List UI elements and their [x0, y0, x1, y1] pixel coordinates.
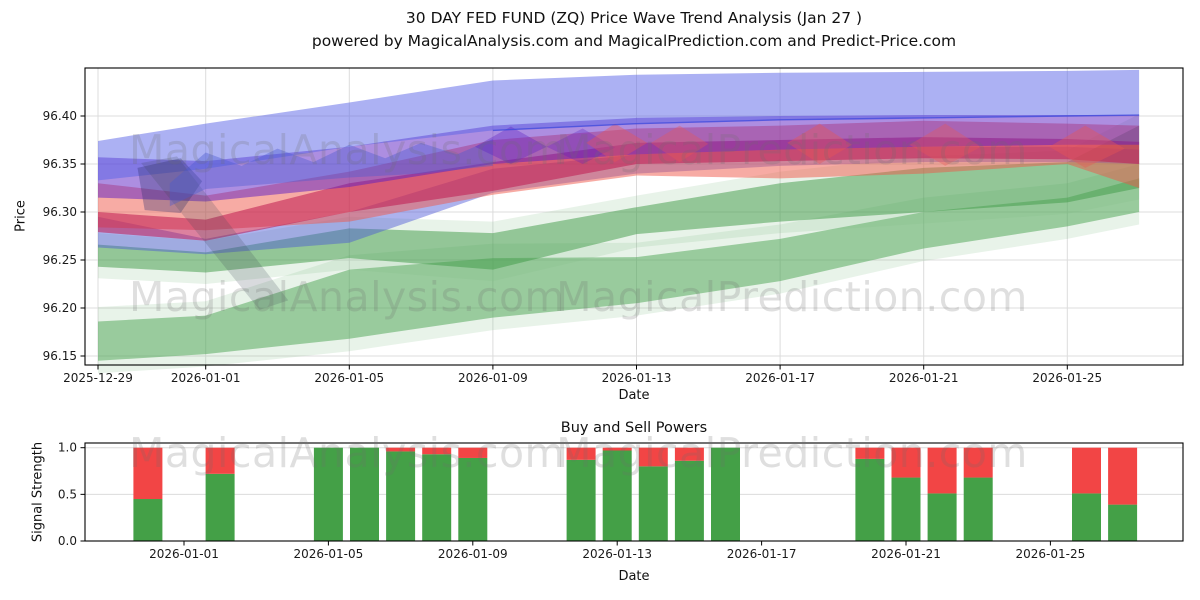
- price-axis-label: Price: [13, 200, 29, 232]
- overlay-blue-band-bottom-edge: [492, 114, 1140, 132]
- overlay-dark-blob: [137, 158, 203, 213]
- buy-bar: [638, 466, 668, 541]
- buy-bar: [963, 477, 993, 541]
- y-tick-label: 1.0: [58, 441, 77, 455]
- x-tick-label: 2026-01-05: [294, 547, 364, 561]
- buy-bar: [313, 447, 343, 541]
- buy-bar: [386, 451, 416, 541]
- y-tick-label: 0.0: [58, 534, 77, 548]
- sell-bar: [674, 447, 704, 461]
- x-tick-label: 2026-01-25: [1032, 371, 1102, 385]
- band-purple-band: [98, 115, 1140, 202]
- y-tick-label: 96.20: [43, 301, 77, 315]
- band-light-green-lower-band: [98, 178, 1140, 361]
- overlay-red-diamond-1: [586, 123, 648, 163]
- y-tick-label: 96.30: [43, 205, 77, 219]
- sell-bar: [602, 447, 632, 451]
- date-axis-label-bottom: Date: [618, 569, 650, 584]
- price-plot-border: [84, 67, 1184, 366]
- sell-bar: [963, 447, 993, 478]
- band-blue-upper-band: [98, 69, 1140, 181]
- sell-bar: [422, 447, 452, 455]
- y-tick-label: 96.15: [43, 349, 77, 363]
- overlay-red-diamond-2: [650, 125, 709, 163]
- y-tick-label: 96.35: [43, 157, 77, 171]
- buy-bar: [855, 458, 885, 541]
- x-tick-label: 2026-01-25: [1016, 547, 1086, 561]
- overlay-dark-streak: [141, 156, 289, 310]
- signal-axis-label: Signal Strength: [30, 441, 46, 543]
- overlay-red-diamond-4: [909, 123, 982, 166]
- sell-bar: [638, 447, 668, 467]
- band-blue-lower-band: [98, 146, 1140, 255]
- buy-bar: [891, 477, 921, 541]
- buy-bar: [602, 450, 632, 541]
- buy-bar: [422, 454, 452, 541]
- x-tick-label: 2026-01-21: [889, 371, 959, 385]
- buy-bar: [1108, 504, 1138, 541]
- x-tick-label: 2025-12-29: [63, 371, 133, 385]
- x-tick-label: 2026-01-09: [438, 547, 508, 561]
- buy-bar: [674, 460, 704, 541]
- sell-bar: [386, 447, 416, 452]
- sell-bar: [566, 447, 596, 460]
- buy-bar: [458, 457, 488, 541]
- overlay-red-diamond-3: [787, 123, 852, 164]
- x-tick-label: 2026-01-13: [602, 371, 672, 385]
- sell-bar: [927, 447, 957, 494]
- x-tick-label: 2026-01-13: [582, 547, 652, 561]
- x-tick-label: 2026-01-17: [727, 547, 797, 561]
- sell-bar: [891, 447, 921, 478]
- band-green-mid-band: [98, 125, 1140, 273]
- signal-plot-border: [84, 442, 1184, 542]
- x-tick-label: 2026-01-05: [314, 371, 384, 385]
- buy-bar: [350, 447, 379, 541]
- y-tick-label: 96.25: [43, 253, 77, 267]
- buy-bar: [927, 493, 957, 541]
- buy-bar: [711, 447, 740, 541]
- sell-bar: [133, 447, 163, 500]
- x-tick-label: 2026-01-21: [871, 547, 941, 561]
- buy-bar: [1072, 493, 1101, 541]
- x-tick-label: 2026-01-09: [458, 371, 528, 385]
- x-tick-label: 2026-01-01: [149, 547, 219, 561]
- sell-bar: [1108, 447, 1138, 505]
- buy-bar: [205, 473, 235, 541]
- x-tick-label: 2026-01-17: [745, 371, 815, 385]
- buy-bar: [566, 459, 596, 541]
- buy-bar: [133, 499, 163, 541]
- chart-subtitle: powered by MagicalAnalysis.com and Magic…: [311, 32, 957, 50]
- overlay-red-diamond-5: [1049, 125, 1125, 168]
- date-axis-label-top: Date: [618, 388, 650, 403]
- overlay-purple-diamond-2: [546, 128, 615, 164]
- overlay-blue-wave: [169, 139, 493, 207]
- band-crimson-band: [98, 137, 1140, 241]
- x-tick-label: 2026-01-01: [171, 371, 241, 385]
- sell-bar: [205, 447, 235, 474]
- sell-bar: [855, 447, 885, 459]
- signal-chart-title: Buy and Sell Powers: [560, 420, 708, 436]
- y-tick-label: 0.5: [58, 487, 77, 501]
- sell-bar: [458, 447, 488, 458]
- sell-bar: [1072, 447, 1101, 494]
- y-tick-label: 96.40: [43, 109, 77, 123]
- overlay-purple-diamond-1: [474, 126, 547, 164]
- chart-title: 30 DAY FED FUND (ZQ) Price Wave Trend An…: [405, 9, 863, 27]
